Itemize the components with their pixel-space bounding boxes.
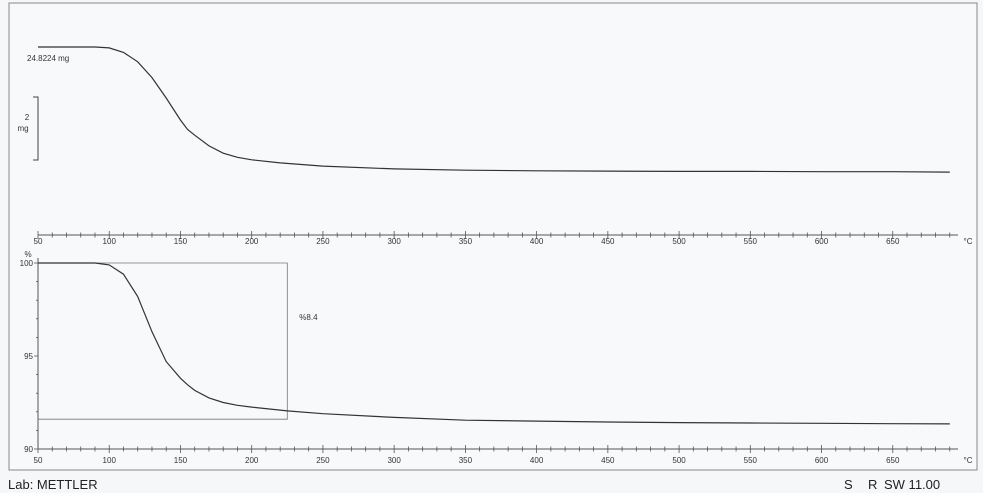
chart-frame xyxy=(8,2,978,471)
bottom-panel: 90 95 100% %8.4 50 100 150 200 250 300 350 400 450 50… xyxy=(20,250,973,465)
x-tick-label: 150 xyxy=(174,456,188,465)
x-tick-label: 250 xyxy=(316,456,330,465)
y-tick-label: 95 xyxy=(24,352,33,361)
y-tick-label: 90 xyxy=(24,445,33,454)
mass-curve xyxy=(38,46,950,173)
x-tick-label: 350 xyxy=(459,237,473,246)
x-tick-label: 150 xyxy=(174,237,188,246)
x-tick-label: 400 xyxy=(530,237,544,246)
x-tick-label: 200 xyxy=(245,237,259,246)
x-unit-label: °C xyxy=(964,237,973,246)
start-mass-label: 24.8224 mg xyxy=(27,54,69,63)
x-tick-label: 50 xyxy=(34,456,43,465)
mass-loss-box xyxy=(38,262,288,420)
x-tick-label: 100 xyxy=(103,237,117,246)
x-tick-label: 600 xyxy=(815,456,829,465)
x-tick-label: 350 xyxy=(459,456,473,465)
scale-bar-value: 2 xyxy=(25,113,30,122)
scale-bar xyxy=(33,96,39,161)
percent-curve xyxy=(38,262,950,425)
x-tick-label: 550 xyxy=(744,456,758,465)
x-tick-label: 400 xyxy=(530,456,544,465)
footer-r: R xyxy=(868,477,877,492)
footer-lab: Lab: METTLER xyxy=(8,477,98,492)
x-tick-label: 450 xyxy=(601,456,615,465)
y-tick-label: 100 xyxy=(20,259,34,268)
x-tick-label: 100 xyxy=(103,456,117,465)
x-tick-label: 550 xyxy=(744,237,758,246)
y-unit-label: % xyxy=(24,250,31,259)
x-tick-label: 300 xyxy=(387,237,401,246)
x-tick-label: 200 xyxy=(245,456,259,465)
mass-loss-annotation: %8.4 xyxy=(299,313,318,322)
x-tick-label: 450 xyxy=(601,237,615,246)
scale-bar-unit: mg xyxy=(17,124,28,133)
x-tick-label: 300 xyxy=(387,456,401,465)
x-unit-label: °C xyxy=(964,456,973,465)
x-tick-label: 650 xyxy=(886,456,900,465)
x-tick-label: 50 xyxy=(34,237,43,246)
top-panel: 24.8224 mg 2 mg 50 100 150 200 250 300 350 400 450 5… xyxy=(17,46,973,246)
footer-sw: SW 11.00 xyxy=(884,477,940,492)
x-tick-label: 250 xyxy=(316,237,330,246)
x-tick-label: 500 xyxy=(672,237,686,246)
x-tick-label: 600 xyxy=(815,237,829,246)
footer-s: S xyxy=(844,477,853,492)
x-tick-label: 650 xyxy=(886,237,900,246)
x-tick-label: 500 xyxy=(672,456,686,465)
